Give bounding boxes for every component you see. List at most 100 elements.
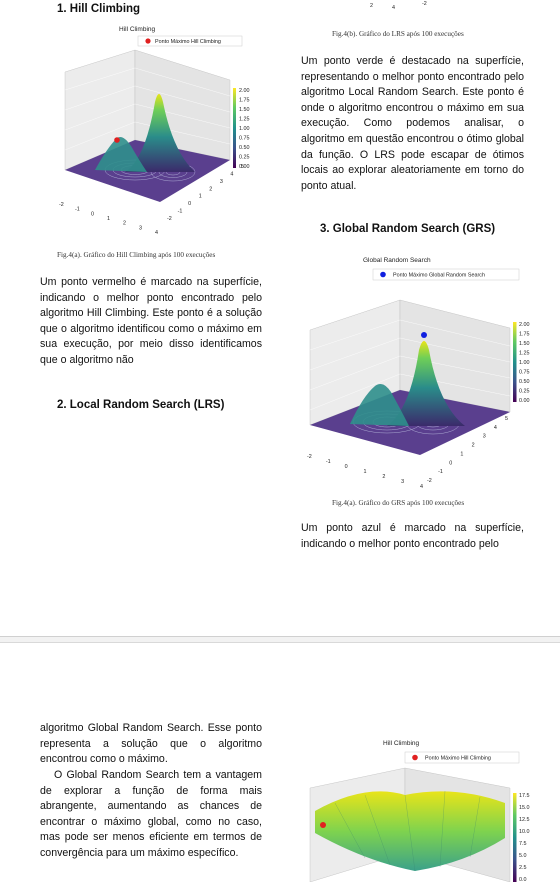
y-tick-label: 1 xyxy=(460,451,463,457)
figure-caption-lrs: Fig.4(b). Gráfico do LRS após 100 execuç… xyxy=(332,30,464,38)
best-point-marker xyxy=(114,137,120,143)
surface-secondary-peak xyxy=(95,137,147,172)
heading-grs: 3. Global Random Search (GRS) xyxy=(320,223,496,235)
axis-ticks: -2 -1 0 1 2 3 4 -2 -1 0 1 2 3 4 5 xyxy=(59,164,244,236)
x-tick-label: 2 xyxy=(382,474,385,480)
colorbar-tick-label: 0.50 xyxy=(519,379,530,385)
colorbar-tick-label: 0.75 xyxy=(239,136,250,142)
paragraph-hill-climbing: Um ponto vermelho é marcado na superfíci… xyxy=(40,276,262,366)
y-tick-label: 0 xyxy=(449,460,452,466)
paragraph-grs: Um ponto azul é marcado na superfície, i… xyxy=(301,522,524,550)
legend-box xyxy=(137,35,243,47)
plot-title: Hill Climbing xyxy=(119,26,156,33)
legend-marker xyxy=(412,754,418,761)
x-tick-label: -1 xyxy=(326,459,331,465)
figure-hill-climbing: Hill Climbing Ponto Máximo Hill Climbing… xyxy=(59,26,250,236)
colorbar-tick-label: 1.50 xyxy=(519,341,530,347)
colorbar-tick-label: 0.25 xyxy=(239,155,250,161)
paragraph-grs-continued: algoritmo Global Random Search. Esse pon… xyxy=(40,722,262,766)
legend-marker xyxy=(145,38,151,44)
x-tick-label: 1 xyxy=(107,216,110,222)
colorbar-tick-label: 1.25 xyxy=(239,117,250,123)
plot-title: Global Random Search xyxy=(363,257,431,264)
best-point-marker xyxy=(320,822,326,828)
y-tick-label: 4 xyxy=(230,171,233,177)
x-tick-label: 4 xyxy=(155,230,158,236)
axis-ticks: -2 -1 0 1 2 3 4 -2 -1 0 1 2 3 4 5 xyxy=(307,416,508,490)
colorbar-tick-label: 0.00 xyxy=(239,164,250,170)
figure-caption-grs: Fig.4(a). Gráfico do GRS após 100 execuç… xyxy=(332,499,465,507)
page-2: algoritmo Global Random Search. Esse pon… xyxy=(0,642,560,882)
colorbar-ticks: 2.00 1.75 1.50 1.25 1.00 0.75 0.50 0.25 0.00 xyxy=(519,322,530,404)
x-tick-label: 3 xyxy=(401,479,404,485)
x-tick-label: 1 xyxy=(364,469,367,475)
surface-bowl xyxy=(315,791,505,871)
legend-label: Ponto Máximo Global Random Search xyxy=(393,273,485,279)
svg-text:4: 4 xyxy=(392,5,395,10)
x-tick-label: 2 xyxy=(123,221,126,227)
colorbar-tick-label: 1.75 xyxy=(239,98,250,104)
legend-marker xyxy=(380,271,386,278)
svg-text:-2: -2 xyxy=(422,1,427,7)
colorbar-tick-label: 0.25 xyxy=(519,389,530,395)
y-tick-label: 3 xyxy=(483,434,486,440)
colorbar-tick-label: 15.0 xyxy=(519,805,530,811)
colorbar-tick-label: 1.00 xyxy=(239,126,250,132)
figure-caption-hc: Fig.4(a). Gráfico do Hill Climbing após … xyxy=(57,251,216,259)
x-tick-label: 3 xyxy=(139,225,142,231)
colorbar-tick-label: 0.50 xyxy=(239,145,250,151)
legend-box xyxy=(372,268,520,281)
page-1: 1. Hill Climbing Hill Climbing Ponto Máx… xyxy=(40,1,530,550)
surface-main-peak xyxy=(387,341,465,426)
colorbar-tick-label: 5.0 xyxy=(519,853,527,859)
colorbar-tick-label: 2.00 xyxy=(239,88,250,94)
y-tick-label: 1 xyxy=(199,194,202,200)
y-tick-label: -1 xyxy=(438,469,443,475)
y-tick-label: 4 xyxy=(494,425,497,431)
y-tick-label: 2 xyxy=(472,443,475,449)
page-separator xyxy=(0,636,560,643)
colorbar xyxy=(233,88,236,168)
colorbar-tick-label: 10.0 xyxy=(519,829,530,835)
svg-text:2: 2 xyxy=(370,3,373,9)
y-tick-label: -1 xyxy=(178,209,183,215)
x-tick-label: 4 xyxy=(420,484,423,490)
colorbar-tick-label: 2.5 xyxy=(519,865,527,871)
paragraph-grs-advantage: O Global Random Search tem a vantagem de… xyxy=(40,769,262,859)
colorbar-tick-label: 0.00 xyxy=(519,398,530,404)
x-tick-label: -2 xyxy=(59,202,64,208)
colorbar-tick-label: 1.00 xyxy=(519,360,530,366)
heading-hill-climbing: 1. Hill Climbing xyxy=(57,3,141,15)
colorbar-ticks: 2.00 1.75 1.50 1.25 1.00 0.75 0.50 0.25 0.00 xyxy=(239,88,250,170)
colorbar-tick-label: 1.75 xyxy=(519,332,530,338)
y-tick-label: -2 xyxy=(167,216,172,222)
y-tick-label: 5 xyxy=(505,416,508,422)
colorbar xyxy=(513,793,517,882)
y-tick-label: 0 xyxy=(188,201,191,207)
best-point-marker xyxy=(421,332,427,338)
colorbar-tick-label: 1.50 xyxy=(239,107,250,113)
previous-figure-ticks: 2 4 -2 xyxy=(370,1,427,10)
colorbar-tick-label: 1.25 xyxy=(519,351,530,357)
legend-box xyxy=(404,751,520,764)
legend-label: Ponto Máximo Hill Climbing xyxy=(155,39,221,45)
y-tick-label: -2 xyxy=(427,478,432,484)
colorbar-tick-label: 12.5 xyxy=(519,817,530,823)
colorbar-tick-label: 2.00 xyxy=(519,322,530,328)
colorbar-tick-label: 0.0 xyxy=(519,877,527,882)
surface-main-peak xyxy=(125,94,195,172)
colorbar-tick-label: 7.5 xyxy=(519,841,527,847)
colorbar-ticks: 17.5 15.0 12.5 10.0 7.5 5.0 2.5 0.0 xyxy=(519,793,530,882)
colorbar-tick-label: 0.75 xyxy=(519,370,530,376)
plot-title: Hill Climbing xyxy=(383,740,420,747)
legend-label: Ponto Máximo Hill Climbing xyxy=(425,756,491,762)
colorbar-tick-label: 17.5 xyxy=(519,793,530,799)
surface-secondary-peak xyxy=(350,384,409,426)
x-tick-label: 0 xyxy=(345,464,348,470)
y-tick-label: 5 xyxy=(241,164,244,170)
paragraph-lrs: Um ponto verde é destacado na superfície… xyxy=(301,55,524,192)
colorbar xyxy=(513,322,517,402)
figure-global-random-search: Global Random Search Ponto Máximo Global… xyxy=(307,257,530,490)
x-tick-label: 0 xyxy=(91,211,94,217)
y-tick-label: 3 xyxy=(220,179,223,185)
